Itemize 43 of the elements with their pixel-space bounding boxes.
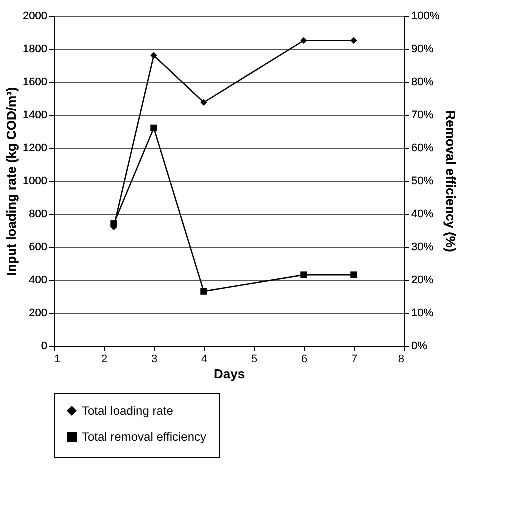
point	[350, 37, 358, 44]
y-tick-label: 400	[29, 274, 48, 286]
y2-tick-label: 50%	[412, 176, 434, 188]
y2-tick-label: 90%	[412, 44, 434, 56]
x-axis-title: Days	[214, 366, 246, 382]
point	[200, 99, 208, 106]
point	[300, 272, 308, 278]
y-tick-label: 0	[41, 340, 48, 352]
point	[150, 124, 158, 132]
x-tick-label: 8	[398, 354, 404, 366]
x-tick-label: 2	[101, 354, 108, 366]
point	[350, 272, 358, 278]
y2-tick-label: 70%	[412, 110, 434, 122]
y2-axis-title: Removal efficiency (%)	[444, 110, 459, 252]
y2-tick-label: 100%	[412, 10, 440, 22]
y2-tick-label: 30%	[412, 242, 434, 254]
y-tick-label: 600	[29, 242, 48, 254]
y-tick-label: 1400	[23, 110, 48, 122]
y2-tick-label: 20%	[412, 274, 434, 286]
point	[200, 288, 208, 295]
y2-tick-label: 0%	[412, 340, 428, 352]
y-tick-label: 200	[29, 308, 48, 320]
x-tick-label: 7	[351, 354, 358, 366]
point	[150, 52, 158, 59]
point	[300, 37, 308, 44]
y2-tick-label: 80%	[412, 76, 434, 88]
y-tick-label: 2000	[23, 10, 48, 22]
y-axis-title: Input loading rate (kg COD/m³)	[4, 87, 20, 276]
y-tick-label: 1000	[23, 176, 48, 188]
legend-label: Total removal efficiency	[82, 430, 206, 444]
x-tick-label: 6	[301, 354, 308, 366]
x-tick-label: 5	[251, 354, 258, 366]
y-tick-label: 1800	[23, 44, 48, 56]
x-tick-label: 4	[201, 354, 208, 366]
legend-label: Total loading rate	[82, 404, 174, 418]
y-tick-label: 1200	[23, 142, 48, 154]
y-tick-label: 800	[29, 208, 48, 220]
y2-tick-label: 10%	[412, 308, 434, 320]
x-tick-label: 1	[54, 354, 61, 366]
y2-tick-label: 60%	[412, 142, 434, 154]
x-tick-label: 3	[151, 354, 158, 366]
y2-tick-label: 40%	[412, 208, 434, 220]
y-tick-label: 1600	[23, 76, 48, 88]
